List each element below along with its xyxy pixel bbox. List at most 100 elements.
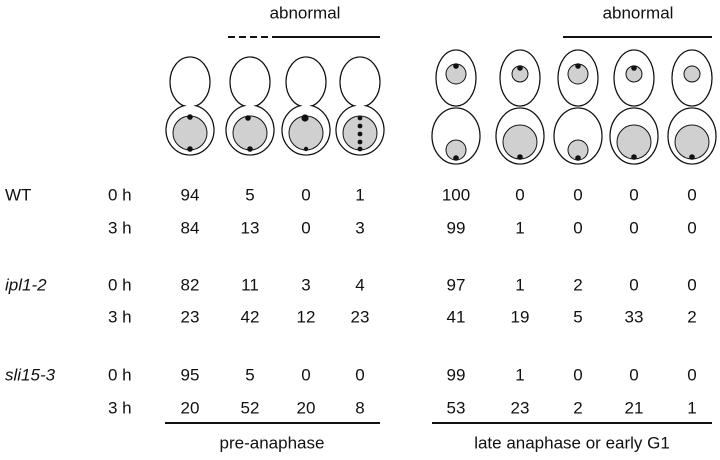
count: 0 [301,185,310,204]
count: 41 [447,307,466,326]
count: 5 [245,185,254,204]
count: 1 [515,365,524,384]
spindle-pole [517,154,523,160]
count: 0 [629,365,638,384]
count: 19 [511,307,530,326]
count: 99 [447,218,466,237]
spindle-pole [575,155,581,161]
count: 97 [447,275,466,294]
cell-fill [170,57,210,107]
count: 0 [687,185,696,204]
count: 23 [181,307,200,326]
count: 20 [181,398,200,417]
count: 100 [442,185,470,204]
count: 3 [355,218,364,237]
count: 0 [573,365,582,384]
spindle-pole [357,131,363,137]
cell-fill [230,57,270,107]
count: 1 [515,218,524,237]
strain-label: sli15-3 [5,365,56,384]
count: 94 [181,185,200,204]
spindle-pole [357,115,363,121]
abnormal-label: abnormal [270,3,341,22]
count: 99 [447,365,466,384]
count: 0 [687,275,696,294]
count: 4 [355,275,364,294]
count: 21 [625,398,644,417]
count: 0 [355,365,364,384]
strain-label: ipl1-2 [5,275,47,294]
cell-fill [340,57,380,107]
count: 11 [241,275,259,294]
spindle-pole [301,114,309,122]
count: 2 [687,307,696,326]
spindle-pole [631,154,637,160]
nucleus [232,115,268,151]
spindle-pole [517,65,523,71]
abnormal-label: abnormal [603,3,674,22]
count: 52 [241,398,260,417]
spindle-pole [187,146,193,152]
nucleus [502,124,538,160]
count: 82 [181,275,200,294]
count: 53 [447,398,466,417]
count: 0 [301,218,310,237]
spindle-pole [303,146,309,152]
count: 1 [687,398,696,417]
cell-fill [554,108,602,164]
nucleus [616,124,652,160]
time-label: 3 h [108,307,132,326]
count: 23 [511,398,530,417]
count: 0 [301,365,310,384]
count: 1 [355,185,364,204]
count: 0 [573,218,582,237]
spindle-pole [245,115,251,121]
group-label: late anaphase or early G1 [474,433,670,452]
spindle-pole [357,139,363,145]
count: 0 [687,365,696,384]
count: 0 [629,218,638,237]
count: 0 [515,185,524,204]
count: 3 [301,275,310,294]
count: 5 [245,365,254,384]
count: 1 [515,275,524,294]
count: 5 [573,307,582,326]
spindle-pole [357,123,363,129]
count: 8 [355,398,364,417]
cell-fill [432,108,480,164]
count: 0 [573,185,582,204]
group-label: pre-anaphase [220,433,325,452]
count: 0 [687,218,696,237]
cell-fill [286,57,326,107]
spindle-pole [453,63,459,69]
count: 2 [573,275,582,294]
nucleus [683,65,701,83]
spindle-pole [247,146,253,152]
spindle-pole [689,154,695,160]
time-label: 0 h [108,185,132,204]
nucleus [172,115,208,151]
spindle-pole [575,63,581,69]
time-label: 3 h [108,218,132,237]
count: 0 [629,185,638,204]
count: 95 [181,365,200,384]
nucleus [674,124,710,160]
count: 84 [181,218,200,237]
count: 42 [241,307,260,326]
time-label: 0 h [108,275,132,294]
spindle-pole [631,65,637,71]
spindle-pole [357,146,363,152]
time-label: 3 h [108,398,132,417]
count: 23 [351,307,370,326]
count: 13 [241,218,260,237]
count: 0 [629,275,638,294]
count: 33 [625,307,644,326]
count: 12 [297,307,316,326]
count: 20 [297,398,316,417]
spindle-pole [453,155,459,161]
time-label: 0 h [108,365,132,384]
count: 2 [573,398,582,417]
spindle-pole [187,114,193,120]
strain-label: WT [5,185,31,204]
